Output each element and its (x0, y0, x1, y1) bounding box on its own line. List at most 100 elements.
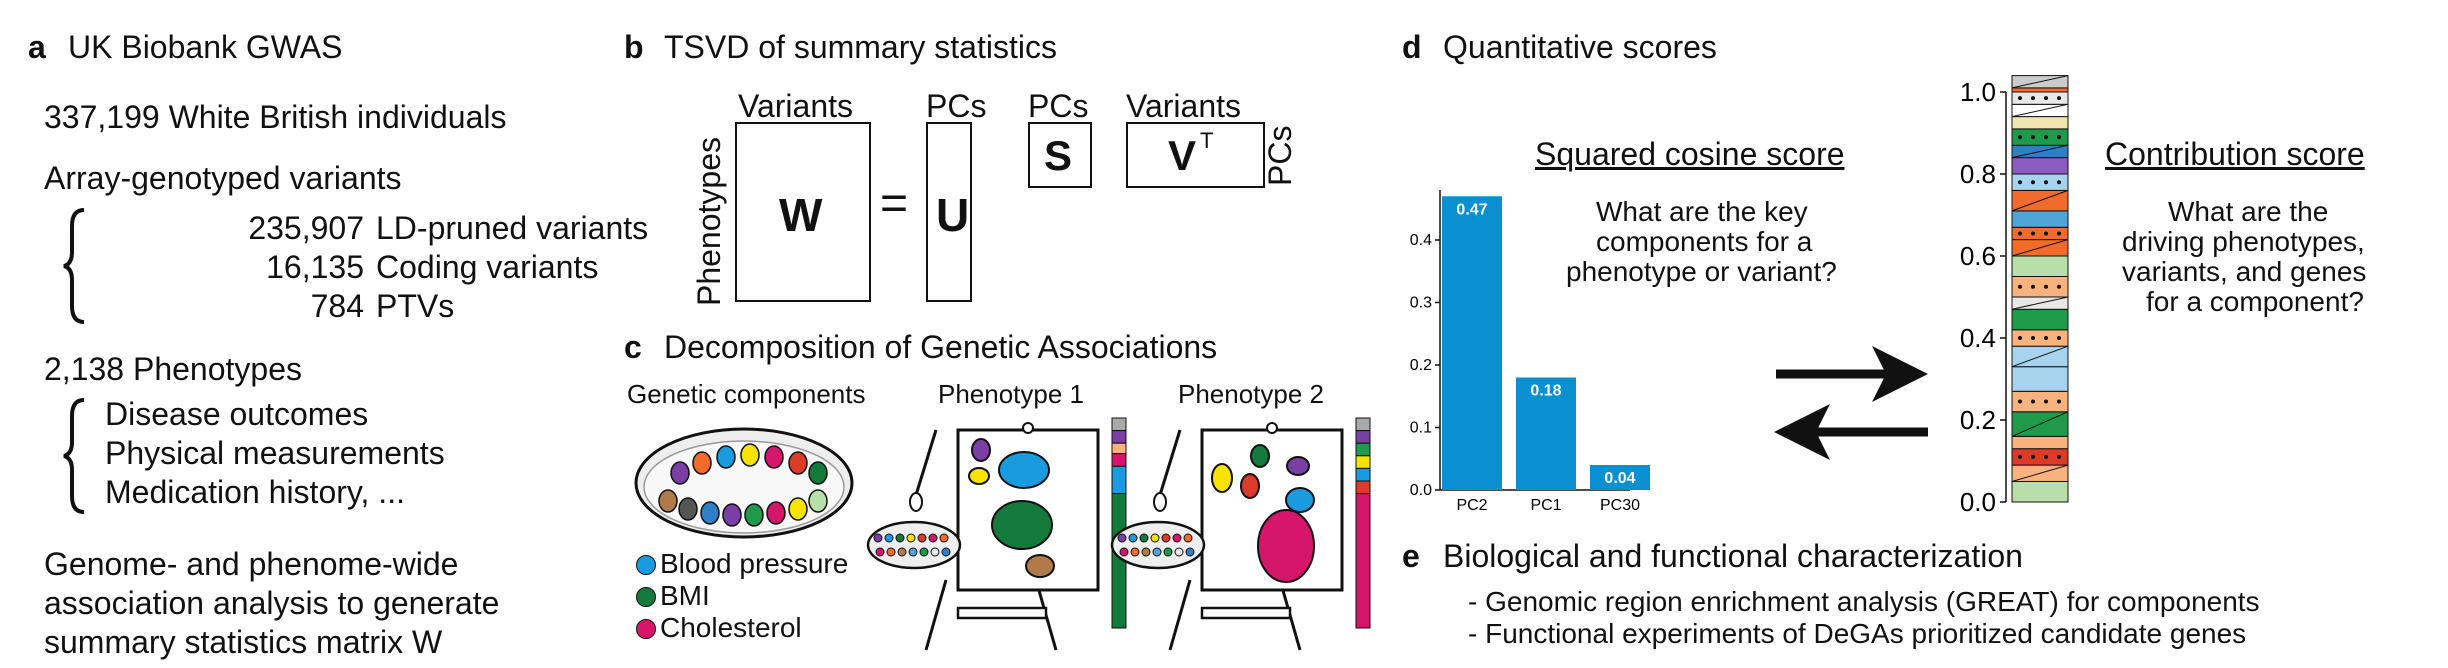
stack-segment (2012, 211, 2068, 227)
y-tick-label: 0.4 (1960, 323, 1996, 353)
panel-d-title: Quantitative scores (1443, 31, 1717, 63)
segment-dot (2031, 96, 2035, 100)
matrix-s: S (1028, 122, 1092, 188)
color-bar-segment (1112, 443, 1126, 454)
x-tick-label: PC1 (1530, 497, 1561, 514)
color-bar-segment (1356, 418, 1370, 431)
paint-dot (1164, 548, 1172, 556)
paint-dot (717, 446, 735, 468)
cos-question-2: components for a (1596, 228, 1812, 256)
matrix-w-symbol: W (779, 188, 822, 242)
equals-sign: = (880, 180, 908, 228)
variant-label-2: Coding variants (376, 251, 598, 283)
paint-dot (1151, 534, 1159, 542)
stack-segment (2012, 158, 2068, 174)
segment-dot (2018, 180, 2022, 184)
summary-line-1: Genome- and phenome-wide (44, 548, 458, 580)
contrib-score-title: Contribution score (2105, 138, 2365, 170)
panel-e-item-2: - Functional experiments of DeGAs priori… (1468, 620, 2246, 648)
matrix-s-symbol: S (1044, 132, 1072, 180)
paint-dot (1131, 548, 1139, 556)
panel-label-d: d (1402, 31, 1422, 63)
segment-dot (2018, 400, 2022, 404)
panel-e-title: Biological and functional characterizati… (1443, 540, 2023, 572)
segment-dot (2057, 285, 2061, 289)
stack-segment (2012, 436, 2068, 448)
color-bar-segment (1356, 494, 1370, 628)
paint-dot (940, 534, 948, 542)
paint-dot (745, 504, 763, 526)
phenotype2-label: Phenotype 2 (1178, 381, 1324, 407)
segment-dot (2057, 400, 2061, 404)
variant-count-2: 16,135 (266, 251, 364, 283)
segment-dot (2018, 285, 2022, 289)
matrix-v-symbol: V (1168, 132, 1196, 180)
x-tick-label: PC30 (1600, 497, 1640, 514)
segment-dot (2031, 455, 2035, 459)
paint-dot (1140, 534, 1148, 542)
cos-question-3: phenotype or variant? (1566, 258, 1837, 286)
paint-dot (885, 534, 893, 542)
y-tick-label: 0.8 (1960, 159, 1996, 189)
summary-line-3: summary statistics matrix W (44, 626, 442, 658)
color-bar-segment (1356, 468, 1370, 481)
paint-dot (1184, 534, 1192, 542)
phenotype-item-3: Medication history, ... (105, 476, 405, 508)
segment-dot (2044, 96, 2048, 100)
phenotypes-heading: 2,138 Phenotypes (44, 353, 302, 385)
paint-dot (693, 452, 711, 474)
contrib-question-3: variants, and genes (2122, 258, 2366, 286)
individuals-text: 337,199 White British individuals (44, 101, 506, 133)
matrix-v: V T (1126, 122, 1265, 188)
w-row-label: Phenotypes (693, 137, 725, 306)
paint-dot (876, 548, 884, 556)
paint-dot (1118, 534, 1126, 542)
w-col-label: Variants (738, 90, 853, 122)
phenotypes-brace-icon (62, 396, 92, 516)
cos-question-1: What are the key (1596, 198, 1808, 226)
variant-label-3: PTVs (376, 290, 454, 322)
legend-label-bmi: BMI (660, 582, 710, 610)
paint-dot (898, 548, 906, 556)
color-bar-segment (1112, 431, 1126, 444)
y-tick-label: 0.2 (1960, 405, 1996, 435)
paint-dot (741, 444, 759, 466)
y-tick-label: 0.0 (1960, 487, 1996, 517)
phenotype-item-2: Physical measurements (105, 437, 445, 469)
panel-label-a: a (28, 31, 46, 63)
segment-dot (2044, 135, 2048, 139)
paint-dot (1186, 548, 1194, 556)
variant-count-1: 235,907 (248, 212, 364, 244)
paint-dot (789, 452, 807, 474)
legend-swatch-cholesterol (636, 619, 656, 639)
y-tick-label: 0.1 (1410, 420, 1432, 437)
segment-dot (2057, 231, 2061, 235)
variant-count-3: 784 (311, 290, 364, 322)
paint-dot (1129, 534, 1137, 542)
contrib-question-4: for a component? (2146, 288, 2364, 316)
stack-segment (2012, 367, 2068, 392)
y-tick-label: 0.3 (1410, 295, 1432, 312)
variants-brace-icon (62, 206, 92, 326)
paint-dot (1142, 548, 1150, 556)
panel-label-c: c (624, 331, 642, 363)
bar-value-label: 0.47 (1456, 201, 1487, 218)
paint-dot (671, 462, 689, 484)
segment-dot (2057, 180, 2061, 184)
segment-dot (2031, 135, 2035, 139)
color-bar-segment (1112, 418, 1126, 431)
legend-label-blood-pressure: Blood pressure (660, 550, 848, 578)
s-col-label: PCs (1028, 90, 1088, 122)
paint-dot (789, 498, 807, 520)
color-bar-segment (1356, 431, 1370, 444)
paint-dot (1173, 534, 1181, 542)
paint-dot (931, 548, 939, 556)
segment-dot (2031, 336, 2035, 340)
u-col-label: PCs (926, 90, 986, 122)
y-tick-label: 0.4 (1410, 232, 1432, 249)
panel-e-item-1: - Genomic region enrichment analysis (GR… (1468, 588, 2260, 616)
paint-dot (701, 502, 719, 524)
color-bar-segment (1112, 454, 1126, 467)
color-bar-segment (1112, 466, 1126, 493)
paint-dot (929, 534, 937, 542)
